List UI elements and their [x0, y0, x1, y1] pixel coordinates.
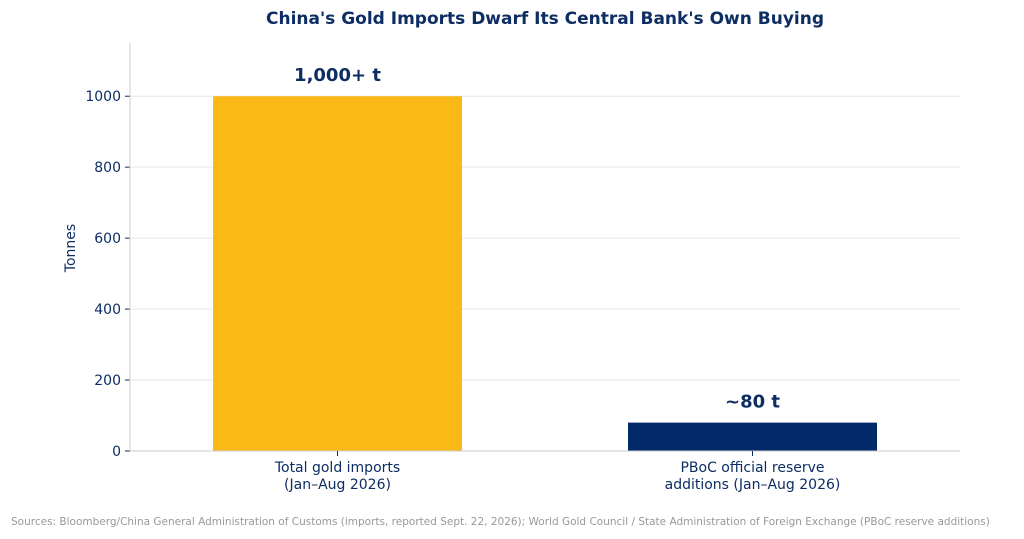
data-label: 1,000+ t	[294, 65, 381, 86]
labels: 1,000+ t ~80 t	[294, 65, 780, 412]
axes: 0 200 400 600 800 1000 Total gold imports (Jan–…	[85, 43, 960, 493]
y-tick-label: 200	[94, 373, 121, 389]
x-tick-label-line: (Jan–Aug 2026)	[284, 477, 391, 493]
x-tick-label: Total gold imports (Jan–Aug 2026)	[274, 460, 400, 493]
bar	[628, 422, 877, 451]
y-axis-label: Tonnes	[63, 224, 79, 273]
bars	[213, 96, 877, 451]
data-label: ~80 t	[725, 392, 780, 413]
y-tick-label: 800	[94, 160, 121, 176]
y-tick-label: 0	[112, 444, 121, 460]
y-tick-label: 600	[94, 231, 121, 247]
chart-title: China's Gold Imports Dwarf Its Central B…	[266, 9, 824, 29]
y-tick-label: 400	[94, 302, 121, 318]
x-tick-label: PBoC official reserve additions (Jan–Aug …	[665, 460, 841, 493]
source-note: Sources: Bloomberg/China General Adminis…	[11, 516, 990, 528]
y-tick-label: 1000	[85, 89, 121, 105]
x-tick-label-line: additions (Jan–Aug 2026)	[665, 477, 841, 493]
x-tick-label-line: Total gold imports	[274, 460, 400, 476]
x-tick-label-line: PBoC official reserve	[680, 460, 824, 476]
bar	[213, 96, 462, 451]
